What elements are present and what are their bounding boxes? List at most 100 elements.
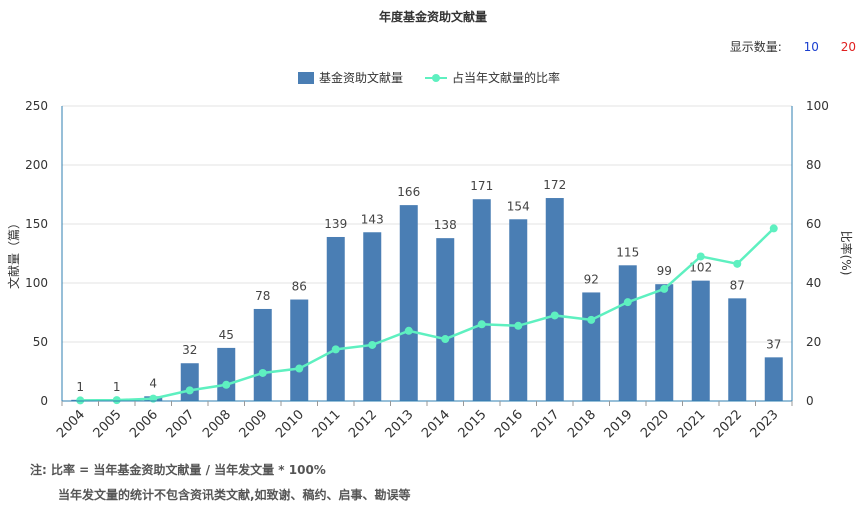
x-tick-label: 2009 [237,407,271,441]
ratio-point[interactable] [295,364,304,373]
ratio-point[interactable] [76,396,85,405]
y-axis-label: 文献量（篇） [6,217,21,289]
bar[interactable] [728,298,747,401]
bar-value-label: 87 [730,278,745,292]
bar[interactable] [363,232,382,401]
x-tick-label: 2022 [711,407,745,441]
y-right-tick-label: 100 [806,99,829,113]
ratio-point[interactable] [331,345,340,354]
bar-value-label: 4 [149,376,157,390]
chart-area: 1 1 4 32 45 78 86 139 143 166 138 171 154 172 92 115 99 1… [6,70,854,441]
x-tick-label: 2016 [492,407,526,441]
bar[interactable] [399,205,418,401]
bar-data-labels: 1 1 4 32 45 78 86 139 143 166 138 171 154 172 92 115 99 1… [76,178,781,394]
bar-value-label: 139 [324,217,347,231]
bar[interactable] [217,347,236,401]
bar-value-label: 32 [182,343,197,357]
bar[interactable] [472,199,491,401]
display-count-label: 显示数量: [729,40,782,54]
bar-value-label: 154 [507,199,530,213]
note-ratio-definition: 注: 比率 = 当年基金资助文献量 / 当年发文量 * 100% [30,463,326,477]
y-right-tick-label: 0 [806,394,814,408]
ratio-point[interactable] [404,326,413,335]
x-tick-label: 2005 [91,407,125,441]
bar[interactable] [436,238,455,401]
ratio-line [80,227,775,402]
bar[interactable] [764,357,783,401]
bar-value-label: 99 [657,264,672,278]
bar-value-label: 1 [76,380,84,394]
x-tick-label: 2006 [127,407,161,441]
bar-value-label: 171 [470,179,493,193]
x-tick-label: 2013 [383,407,417,441]
ratio-point[interactable] [587,315,596,324]
ratio-point[interactable] [441,335,450,344]
bar-value-label: 45 [219,328,234,342]
note-exclusion: 当年发文量的统计不包含资讯类文献,如致谢、稿约、启事、勘误等 [58,488,411,502]
y-right-tick-label: 60 [806,217,821,231]
ratio-point[interactable] [258,368,267,377]
legend-line-label[interactable]: 占当年文献量的比率 [452,70,560,85]
ratio-point[interactable] [623,298,632,307]
x-tick-label: 2007 [164,407,198,441]
bar-value-label: 37 [766,337,781,351]
legend[interactable]: 基金资助文献量 占当年文献量的比率 [298,70,560,85]
display-count-option-20[interactable]: 20 [840,40,856,54]
bar-value-label: 166 [397,185,420,199]
y-right-tick-label: 80 [806,158,821,172]
y-right-tick-label: 20 [806,335,821,349]
bar[interactable] [582,292,601,401]
ratio-point[interactable] [696,252,705,261]
bar[interactable] [509,219,528,401]
bar[interactable] [253,308,272,401]
bar-value-label: 92 [584,272,599,286]
bar-value-label: 102 [689,261,712,275]
x-tick-label: 2023 [748,407,782,441]
ratio-point[interactable] [112,396,121,405]
ratio-point[interactable] [550,311,559,320]
line-series [76,224,778,405]
x-tick-label: 2021 [675,407,709,441]
ratio-point[interactable] [660,284,669,293]
x-tick-label: 2015 [456,407,490,441]
y-tick-label: 100 [25,276,48,290]
x-tick-label: 2004 [54,407,88,441]
bar-value-label: 78 [255,289,270,303]
chart-title: 年度基金资助文献量 [378,10,487,24]
y-axis-right-label: 比率(%) [839,231,854,276]
x-tick-label: 2020 [638,407,672,441]
y-tick-label: 250 [25,99,48,113]
ratio-point[interactable] [769,224,778,233]
bar[interactable] [290,299,309,401]
bar-value-label: 143 [361,212,384,226]
legend-bar-swatch [298,72,314,84]
bar[interactable] [691,280,710,401]
ratio-point[interactable] [477,320,486,329]
ratio-point[interactable] [185,386,194,395]
ratio-point[interactable] [368,340,377,349]
bar[interactable] [545,198,564,401]
bar-series [71,198,783,401]
y-tick-label: 50 [33,335,48,349]
bar-value-label: 86 [292,280,307,294]
legend-bar-label[interactable]: 基金资助文献量 [319,70,403,85]
y-tick-label: 200 [25,158,48,172]
bar[interactable] [618,265,637,401]
x-tick-label: 2008 [200,407,234,441]
bar[interactable] [655,284,674,401]
x-tick-label: 2014 [419,407,453,441]
ratio-point[interactable] [514,321,523,330]
display-count-option-10[interactable]: 10 [803,40,819,54]
bar-value-label: 172 [543,178,566,192]
bar-value-label: 1 [113,380,121,394]
bar[interactable] [326,236,345,401]
y-tick-label: 150 [25,217,48,231]
legend-line-marker [432,74,440,82]
bar[interactable] [180,363,199,401]
ratio-point[interactable] [733,259,742,268]
bar-value-label: 138 [434,218,457,232]
x-tick-label: 2011 [310,407,344,441]
x-tick-label: 2012 [346,407,380,441]
bar-value-label: 115 [616,245,639,259]
ratio-point[interactable] [222,380,231,389]
